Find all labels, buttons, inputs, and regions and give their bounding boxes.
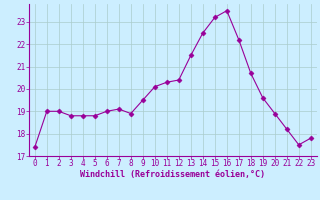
X-axis label: Windchill (Refroidissement éolien,°C): Windchill (Refroidissement éolien,°C) <box>80 170 265 179</box>
